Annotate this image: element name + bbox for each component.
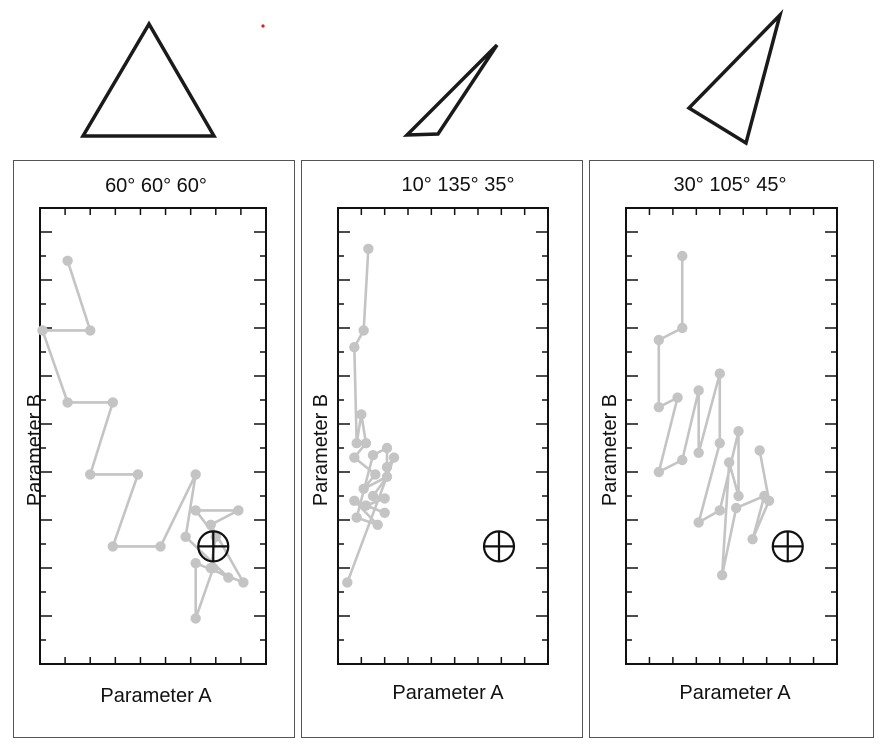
data-point	[754, 445, 765, 456]
data-point	[349, 452, 360, 463]
data-point	[677, 322, 688, 334]
data-point	[62, 397, 73, 408]
data-point	[388, 452, 400, 463]
series-path	[657, 256, 771, 577]
panel-1: 60° 60° 60° Parameter A Parameter B	[13, 160, 295, 738]
data-point	[714, 438, 725, 449]
data-point	[351, 512, 362, 523]
data-point	[107, 397, 119, 408]
data-point	[85, 325, 96, 336]
panel-1-xlabel: Parameter A	[100, 685, 212, 707]
data-point	[716, 570, 728, 581]
series-path	[346, 248, 396, 583]
data-point	[342, 577, 353, 588]
data-point	[677, 250, 688, 262]
data-point	[208, 562, 219, 574]
data-point	[356, 409, 367, 420]
data-point	[714, 368, 725, 379]
data-point	[723, 457, 735, 468]
data-point	[379, 493, 390, 504]
data-point	[205, 519, 216, 530]
data-point	[360, 438, 372, 449]
panel-2: 10° 135° 35° Parameter A Parameter B	[301, 160, 583, 738]
data-point	[190, 558, 201, 569]
data-point	[358, 325, 369, 336]
data-point	[132, 469, 144, 480]
data-point	[653, 466, 665, 478]
data-point	[733, 490, 744, 502]
panel-2-ticks	[338, 208, 548, 664]
data-point	[372, 519, 383, 530]
data-point	[155, 541, 166, 552]
panel-1-frame	[13, 160, 295, 738]
data-point	[381, 462, 393, 473]
panel-2-target-marker	[482, 530, 516, 563]
data-point	[714, 505, 725, 516]
panel-2-xlabel: Parameter A	[392, 682, 504, 704]
data-point	[233, 505, 244, 516]
data-point	[223, 572, 234, 583]
data-point	[351, 438, 362, 449]
data-point	[238, 577, 249, 588]
triangle-obtuse-thin	[402, 43, 499, 137]
data-point	[363, 243, 374, 254]
data-point	[360, 500, 372, 511]
data-point	[672, 392, 683, 403]
data-point	[349, 342, 360, 353]
data-point	[85, 469, 96, 480]
panel-3-target-marker	[771, 530, 804, 563]
data-point	[107, 541, 119, 552]
panel-3-ticks	[626, 208, 837, 664]
data-point	[763, 495, 775, 506]
triangle-obtuse-wide	[686, 9, 784, 146]
data-point	[358, 483, 369, 494]
panel-3-plot-area	[625, 207, 838, 665]
panel-1-series	[37, 255, 249, 624]
data-point	[190, 505, 201, 516]
data-point	[653, 334, 665, 346]
data-point	[180, 531, 191, 542]
panel-3-xlabel: Parameter A	[679, 682, 791, 704]
red-dot	[261, 24, 265, 28]
data-point	[747, 534, 758, 545]
panel-3: 30° 105° 45° Parameter A Parameter B	[589, 160, 874, 738]
data-point	[190, 469, 201, 480]
data-point	[370, 469, 381, 480]
panel-3-title: 30° 105° 45°	[674, 174, 787, 196]
panel-2-plot-area	[337, 207, 549, 665]
data-point	[693, 517, 704, 528]
data-point	[381, 442, 393, 454]
data-point	[37, 325, 48, 336]
panel-1-ticks	[40, 208, 266, 664]
data-point	[379, 507, 390, 518]
panel-1-plot-area	[39, 207, 267, 665]
panel-1-ylabel: Parameter B	[24, 394, 46, 506]
panel-2-ylabel: Parameter B	[310, 394, 332, 506]
triangle-equilateral	[79, 20, 218, 138]
data-point	[693, 385, 704, 396]
data-point	[693, 447, 704, 458]
data-point	[367, 450, 379, 461]
data-point	[190, 613, 201, 624]
data-point	[733, 426, 744, 437]
data-point	[62, 255, 73, 266]
data-point	[367, 490, 379, 502]
data-point	[349, 495, 360, 506]
data-point	[381, 471, 393, 482]
panel-3-frame	[589, 160, 874, 738]
panel-1-target-marker	[197, 530, 230, 563]
panel-2-title: 10° 135° 35°	[402, 174, 515, 196]
data-point	[730, 502, 742, 514]
panel-3-ylabel: Parameter B	[599, 394, 621, 506]
panel-1-title: 60° 60° 60°	[105, 175, 207, 197]
panel-2-series	[342, 243, 400, 588]
panel-2-frame	[301, 160, 583, 738]
data-point	[677, 454, 688, 466]
data-point	[653, 402, 665, 413]
panel-3-series	[653, 250, 775, 581]
